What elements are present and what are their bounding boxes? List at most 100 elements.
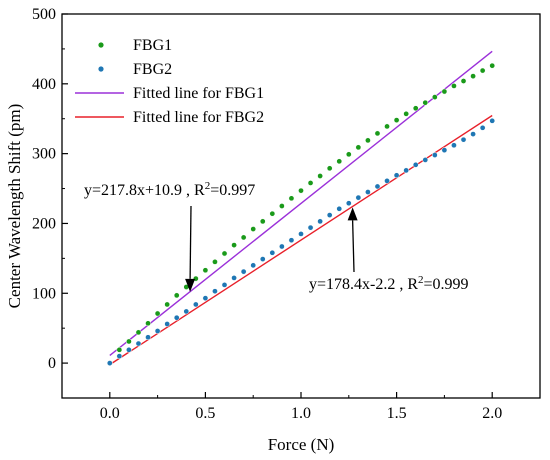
y-tick-label: 300 (32, 146, 56, 163)
point-series-1 (183, 308, 190, 315)
point-series-0 (231, 242, 237, 248)
point-series-0 (365, 137, 371, 144)
point-series-0 (451, 83, 457, 89)
point-series-1 (221, 282, 228, 288)
legend-label-1: FBG2 (133, 61, 172, 78)
point-series-1 (173, 314, 180, 321)
point-series-0 (269, 210, 276, 217)
point-series-0 (403, 110, 410, 117)
point-series-1 (441, 147, 448, 153)
y-tick-label: 400 (32, 76, 56, 93)
point-series-1 (479, 124, 486, 131)
y-tick-label: 100 (32, 285, 56, 302)
point-series-1 (355, 194, 362, 201)
annotation-arrow-shaft (189, 205, 192, 279)
point-series-1 (192, 301, 199, 308)
point-series-0 (412, 105, 419, 112)
point-series-0 (345, 151, 352, 158)
point-series-1 (307, 224, 314, 231)
point-series-1 (164, 321, 171, 327)
y-tick-label: 200 (32, 215, 56, 232)
point-series-1 (106, 360, 113, 366)
point-series-1 (269, 249, 276, 256)
point-series-1 (202, 295, 209, 302)
point-series-1 (470, 131, 476, 137)
point-series-1 (336, 205, 343, 212)
point-series-1 (154, 328, 161, 334)
point-series-0 (393, 117, 400, 123)
point-series-0 (489, 62, 496, 69)
point-series-1 (145, 334, 151, 341)
point-series-0 (250, 226, 257, 232)
x-tick-label: 0.0 (100, 405, 120, 422)
legend-label-3: Fitted line for FBG2 (133, 109, 264, 126)
point-series-1 (345, 200, 352, 207)
point-series-0 (470, 73, 476, 79)
point-series-1 (288, 237, 295, 244)
fit-line-2 (109, 50, 493, 357)
fit-line-3 (109, 114, 493, 366)
point-series-0 (240, 234, 247, 241)
plot-frame (61, 13, 541, 399)
point-series-0 (317, 173, 323, 179)
point-series-0 (259, 218, 266, 225)
point-series-1 (393, 172, 400, 179)
point-series-1 (259, 256, 266, 262)
x-tick-label: 1.0 (291, 405, 311, 422)
point-series-0 (145, 320, 151, 327)
x-tick-label: 2.0 (482, 405, 502, 422)
point-series-0 (460, 78, 467, 84)
annotation-fbg1-equation: y=217.8x+10.9 , R2=0.997 (84, 180, 255, 199)
point-series-0 (288, 195, 295, 202)
fitted-lines (109, 50, 493, 366)
point-series-1 (384, 178, 390, 184)
point-series-1 (374, 183, 381, 190)
point-series-0 (431, 94, 438, 100)
x-axis-label: Force (N) (268, 435, 335, 454)
point-series-0 (307, 180, 314, 186)
legend-marker-1 (98, 66, 104, 72)
point-series-0 (202, 267, 209, 274)
point-series-1 (326, 212, 333, 218)
point-series-1 (489, 117, 496, 124)
point-series-0 (384, 123, 390, 130)
point-series-0 (326, 165, 333, 172)
point-series-0 (355, 144, 362, 151)
point-series-0 (374, 130, 381, 137)
point-series-1 (231, 275, 237, 281)
y-tick-label: 500 (32, 6, 56, 23)
annotation-arrow-head (347, 207, 358, 221)
point-series-0 (173, 292, 180, 299)
legend-marker-0 (98, 42, 104, 48)
y-axis-label: Center Wavelength Shift (pm) (5, 104, 24, 309)
x-tick-label: 1.5 (387, 405, 407, 422)
point-series-1 (240, 268, 247, 275)
point-series-1 (365, 189, 371, 195)
point-series-1 (317, 218, 323, 225)
point-series-1 (250, 262, 257, 269)
point-series-1 (451, 142, 457, 149)
point-series-0 (116, 346, 123, 353)
legend-label-2: Fitted line for FBG1 (133, 85, 264, 102)
point-series-1 (460, 136, 467, 143)
point-series-0 (336, 158, 343, 165)
data-points (106, 62, 496, 366)
point-series-0 (221, 250, 228, 257)
point-series-1 (126, 346, 132, 353)
point-series-1 (403, 167, 410, 174)
point-series-0 (212, 259, 218, 265)
point-series-1 (212, 288, 218, 295)
point-series-1 (298, 231, 304, 237)
point-series-1 (412, 161, 419, 168)
annotation-fbg2-equation: y=178.4x-2.2 , R2=0.999 (309, 274, 469, 293)
point-series-1 (422, 157, 429, 163)
point-series-0 (441, 88, 448, 95)
point-series-0 (422, 99, 429, 106)
annotations: y=217.8x+10.9 , R2=0.997 y=178.4x-2.2 , R… (84, 180, 469, 293)
point-series-0 (298, 187, 304, 194)
y-tick-label: 0 (48, 355, 56, 372)
legend-label-0: FBG1 (133, 37, 172, 54)
annotation-arrow-shaft (351, 220, 355, 273)
point-series-1 (431, 152, 438, 158)
